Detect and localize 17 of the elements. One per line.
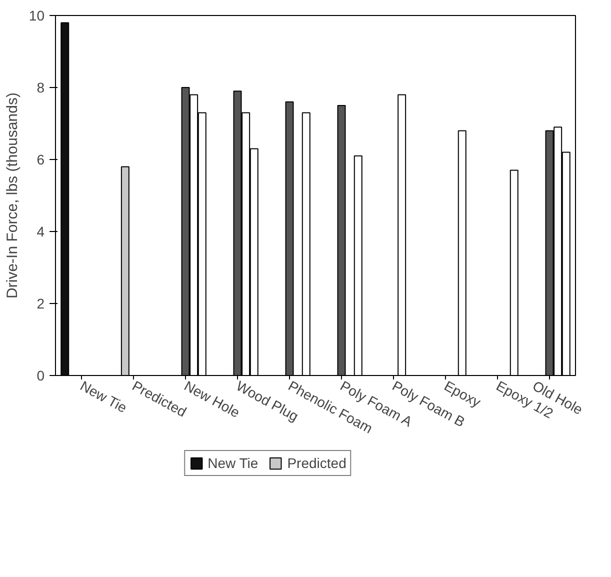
y-tick-label: 6 <box>36 152 45 168</box>
bar <box>120 166 130 376</box>
y-axis-title: Drive-In Force, lbs (thousands) <box>4 92 21 298</box>
y-tick-label: 2 <box>36 296 45 312</box>
legend-label: New Tie <box>208 455 258 471</box>
x-tick-label: New Tie <box>78 377 130 416</box>
legend-label: Predicted <box>287 455 346 471</box>
bar <box>458 130 466 376</box>
bar <box>354 155 362 376</box>
y-tick-label: 0 <box>36 368 45 384</box>
bar <box>60 22 70 376</box>
y-tick-label: 10 <box>28 8 45 24</box>
y-tick-label: 8 <box>36 80 45 96</box>
y-tick-label: 4 <box>36 224 45 240</box>
bar <box>302 112 310 376</box>
bar <box>510 170 518 376</box>
bar <box>398 94 406 376</box>
